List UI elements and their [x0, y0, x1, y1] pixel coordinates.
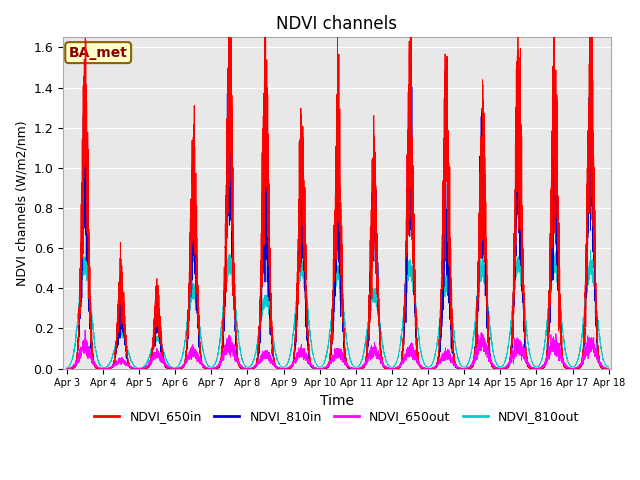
Y-axis label: NDVI channels (W/m2/nm): NDVI channels (W/m2/nm)	[15, 120, 28, 286]
X-axis label: Time: Time	[320, 394, 354, 408]
Legend: NDVI_650in, NDVI_810in, NDVI_650out, NDVI_810out: NDVI_650in, NDVI_810in, NDVI_650out, NDV…	[90, 406, 584, 429]
Text: BA_met: BA_met	[68, 46, 127, 60]
Title: NDVI channels: NDVI channels	[276, 15, 397, 33]
